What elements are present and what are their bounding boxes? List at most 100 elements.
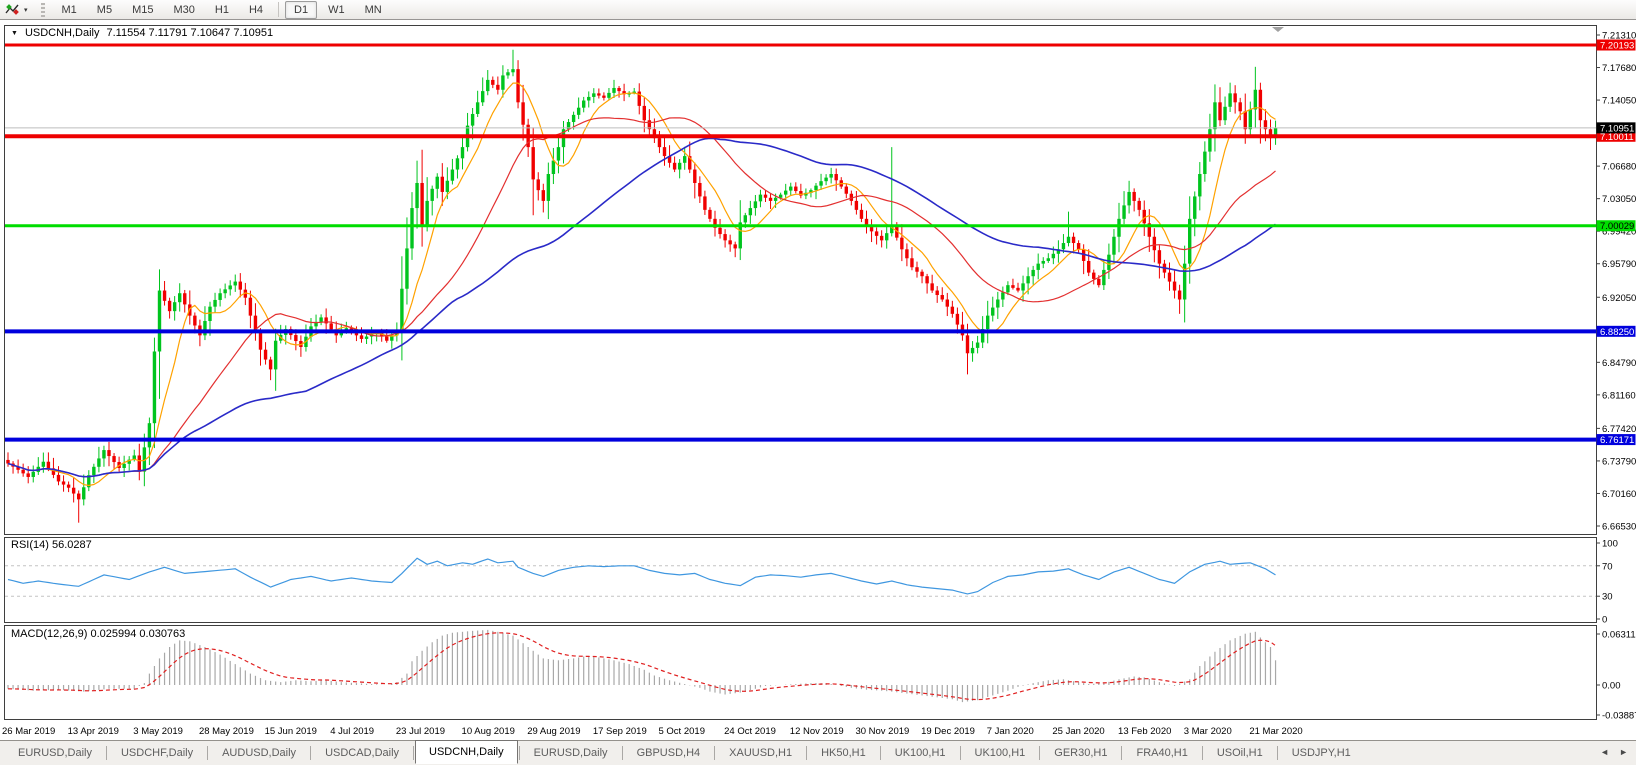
date-tick-label: 21 Mar 2020 (1249, 726, 1302, 737)
price-tick-label: 6.99420 (1602, 227, 1636, 238)
rsi-tick-label: 70 (1602, 561, 1613, 572)
timeframe-button-H1[interactable]: H1 (214, 3, 229, 16)
tab-separator (621, 746, 623, 760)
price-badge-7.10951 (1596, 122, 1636, 134)
price-tick-label: 6.92050 (1602, 293, 1636, 304)
rsi-series (7, 557, 1276, 595)
timeframe-button-D1[interactable]: D1 (285, 0, 318, 19)
date-tick-label: 10 Aug 2019 (462, 726, 515, 737)
collapse-caret-icon[interactable]: ▼ (11, 29, 18, 37)
chart-tab-hk50-h1[interactable]: HK50,H1 (821, 746, 866, 759)
timeframe-button-M1[interactable]: M1 (61, 3, 77, 16)
tab-separator (1039, 746, 1041, 760)
tab-scroll-arrows: ◄ ► (1600, 747, 1628, 757)
timeframe-button-M30[interactable]: M30 (173, 3, 195, 16)
tab-separator (806, 746, 808, 760)
chart-tab-usdcnh-daily[interactable]: USDCNH,Daily (415, 740, 518, 764)
date-tick-label: 7 Jan 2020 (987, 726, 1034, 737)
chart-ohlc-values: 7.11554 7.11791 7.10647 7.10951 (106, 27, 274, 39)
date-tick-label: 12 Nov 2019 (790, 726, 844, 737)
date-tick-label: 5 Oct 2019 (659, 726, 705, 737)
tab-separator (105, 746, 107, 760)
price-tick-label: 7.03050 (1602, 194, 1636, 205)
price-badge-label: 7.00029 (1600, 221, 1634, 232)
chart-tab-usdchf-daily[interactable]: USDCHF,Daily (120, 746, 194, 759)
chart-tab-uk100-h1[interactable]: UK100,H1 (974, 746, 1026, 759)
price-badge-7.00029 (1596, 220, 1636, 232)
timeframe-button-M5[interactable]: M5 (96, 3, 113, 16)
price-tick-label: 7.14050 (1602, 96, 1636, 107)
macd-tick-label: -0.03887 (1602, 711, 1636, 722)
toolbar-separator (278, 2, 280, 17)
time-axis[interactable] (0, 720, 1596, 740)
macd-panel-plot[interactable] (4, 625, 1597, 720)
date-tick-label: 26 Mar 2019 (2, 726, 55, 737)
tab-separator (1276, 746, 1278, 760)
price-badge-label: 6.76171 (1600, 435, 1634, 446)
price-badge-7.10011 (1596, 130, 1636, 142)
timeframe-button-H4[interactable]: H4 (248, 3, 264, 16)
date-tick-label: 23 Jul 2019 (396, 726, 445, 737)
ma-blue-line (7, 137, 1276, 478)
chart-tab-eurusd-daily[interactable]: EURUSD,Daily (533, 746, 608, 759)
tab-scroll-right-icon[interactable]: ► (1619, 747, 1628, 757)
tab-separator (879, 746, 881, 760)
price-tick-label: 7.21310 (1602, 31, 1636, 42)
price-tick-label: 6.95790 (1602, 259, 1636, 270)
moving-averages (7, 82, 1276, 487)
toolbar-grip[interactable] (40, 2, 45, 17)
chart-symbol-period: USDCNH,Daily (24, 27, 100, 39)
chart-tab-audusd-daily[interactable]: AUDUSD,Daily (222, 746, 297, 759)
chart-shift-marker-icon[interactable] (1272, 27, 1284, 32)
chart-tab-eurusd-daily[interactable]: EURUSD,Daily (18, 746, 92, 759)
tab-scroll-left-icon[interactable]: ◄ (1600, 747, 1610, 757)
ma-red-line (7, 117, 1276, 478)
price-tick-label: 7.17680 (1602, 63, 1636, 74)
tab-separator (714, 746, 716, 760)
chart-tab-bar: EURUSD,Daily USDCHF,Daily AUDUSD,Daily USDC… (0, 740, 1636, 765)
chart-tab-usdjpy-h1[interactable]: USDJPY,H1 (1291, 746, 1351, 759)
chart-tab-fra40-h1[interactable]: FRA40,H1 (1136, 746, 1188, 759)
tab-separator (959, 746, 961, 760)
chart-tab-usoil-h1[interactable]: USOil,H1 (1216, 746, 1263, 759)
date-tick-label: 25 Jan 2020 (1052, 726, 1104, 737)
date-tick-label: 3 Mar 2020 (1184, 726, 1232, 737)
price-badge-6.76171 (1596, 434, 1636, 446)
timeframe-buttons: M1 M5 M15 M30 H1 H4 D1 W1 MN (52, 0, 392, 19)
price-tick-label: 6.84790 (1602, 358, 1636, 369)
date-tick-label: 3 May 2019 (133, 726, 183, 737)
price-tick-label: 6.73790 (1602, 456, 1636, 467)
chart-tab-ger30-h1[interactable]: GER30,H1 (1054, 746, 1108, 759)
tab-separator (1201, 746, 1203, 760)
tab-separator (1121, 746, 1123, 760)
date-tick-label: 17 Sep 2019 (593, 726, 647, 737)
price-badge-7.20193 (1596, 39, 1636, 51)
date-tick-label: 19 Dec 2019 (921, 726, 975, 737)
rsi-panel-plot[interactable] (4, 537, 1597, 623)
chart-title: ▼ USDCNH,Daily 7.11554 7.11791 7.10647 7… (11, 27, 273, 39)
timeframe-button-W1[interactable]: W1 (328, 3, 345, 16)
chart-tab-usdcad-daily[interactable]: USDCAD,Daily (325, 746, 400, 759)
price-badge-label: 7.20193 (1600, 41, 1634, 52)
macd-signal-line (7, 632, 1276, 701)
chart-tab-gbpusd-h4[interactable]: GBPUSD,H4 (636, 746, 701, 759)
date-tick-label: 28 May 2019 (199, 726, 254, 737)
chart-tab-xauusd-h1[interactable]: XAUUSD,H1 (729, 746, 793, 759)
macd-series (7, 629, 1277, 703)
main-chart-plot[interactable] (4, 25, 1597, 535)
charts-toolbar-icon[interactable] (4, 3, 22, 17)
date-tick-label: 13 Apr 2019 (68, 726, 119, 737)
price-badge-label: 7.10951 (1600, 123, 1634, 134)
timeframe-button-MN[interactable]: MN (364, 3, 382, 16)
price-tick-label: 6.70160 (1602, 489, 1636, 500)
date-tick-label: 15 Jun 2019 (265, 726, 317, 737)
price-badge-6.88250 (1596, 325, 1636, 337)
price-badge-label: 7.10011 (1600, 132, 1634, 143)
timeframe-button-M15[interactable]: M15 (132, 3, 154, 16)
chart-tab-uk100-h1[interactable]: UK100,H1 (894, 746, 946, 759)
tab-separator (518, 746, 520, 760)
rsi-tick-label: 0 (1602, 615, 1607, 626)
chevron-down-icon[interactable]: ▾ (24, 6, 28, 14)
price-tick-label: 6.66530 (1602, 521, 1636, 532)
date-tick-label: 24 Oct 2019 (724, 726, 776, 737)
